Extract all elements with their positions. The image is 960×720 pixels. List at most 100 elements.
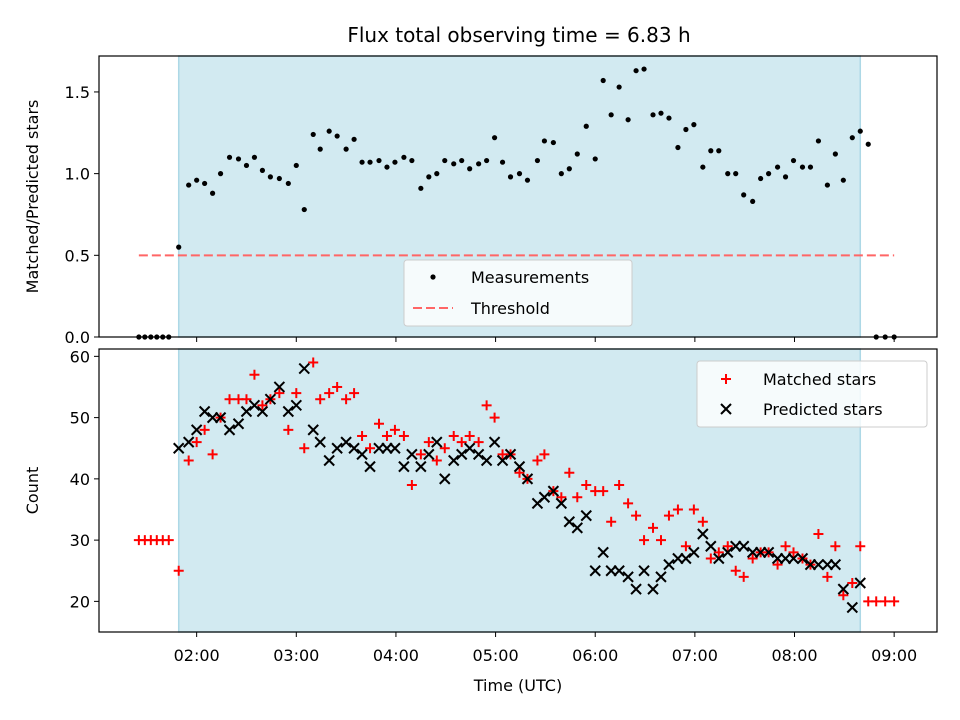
predicted-point-b [647, 583, 659, 595]
measurement-point [392, 159, 398, 165]
measurement-point [434, 171, 440, 177]
matched-point [688, 504, 699, 515]
matched-point [431, 455, 442, 466]
predicted-point-b [214, 411, 227, 424]
predicted-point-b [812, 558, 825, 571]
predicted-point [538, 491, 551, 503]
measurement-point [310, 131, 316, 138]
matched-point [473, 437, 484, 448]
measurement-point [343, 146, 349, 152]
predicted-point-b [697, 528, 709, 540]
matched-point [822, 571, 833, 582]
predicted-point [182, 436, 195, 448]
measurement-point [832, 151, 838, 157]
matched-point [772, 559, 783, 570]
predicted-point [214, 411, 227, 424]
predicted-point-b [314, 436, 326, 448]
measurement-point [691, 122, 697, 128]
matched-point [680, 541, 691, 552]
legend-marker-measurements [430, 274, 436, 280]
measurement-point [209, 190, 216, 196]
measurement-point [840, 177, 846, 183]
matched-point [830, 541, 841, 552]
measurement-point [716, 148, 722, 154]
measurement-point [849, 135, 855, 141]
legend-box [403, 259, 633, 327]
predicted-point [273, 381, 286, 393]
matched-point [847, 577, 858, 588]
predicted-point [521, 473, 534, 485]
predicted-point [264, 393, 277, 405]
measurement-point [650, 112, 656, 118]
matched-point [539, 449, 550, 460]
predicted-point [488, 436, 501, 448]
predicted-point-b [688, 546, 700, 559]
matched-point [381, 430, 392, 441]
measurement-point [608, 112, 614, 118]
predicted-point [198, 405, 211, 418]
measurement-point [259, 167, 266, 173]
matched-point [614, 479, 625, 490]
matched-point [598, 486, 609, 497]
measurement-point [367, 159, 373, 165]
predicted-point-b [555, 497, 568, 510]
measurement-point [194, 177, 200, 183]
predicted-point-b [655, 571, 667, 583]
predicted-point-b [198, 405, 211, 418]
predicted-point [314, 436, 326, 448]
predicted-point-b [796, 552, 809, 565]
y-tick-label: 40 [70, 470, 90, 489]
measurement-point [243, 162, 250, 169]
predicted-point-b [680, 552, 692, 565]
measurement-point [351, 136, 357, 142]
y-tick-label: 20 [70, 592, 90, 611]
measurement-point [750, 198, 756, 205]
y-axis-label: Matched/Predicted stars [23, 100, 42, 294]
matched-point [889, 596, 900, 607]
legend: Matched stars Predicted stars [696, 360, 928, 428]
predicted-point-b [547, 485, 560, 497]
measurement-point [476, 161, 482, 167]
y-axis-label: Count [23, 467, 42, 515]
matched-point [780, 541, 791, 552]
predicted-point [762, 546, 775, 559]
matched-point [581, 479, 592, 490]
predicted-point [439, 473, 451, 485]
predicted-point [812, 558, 825, 571]
y-tick-label: 1.5 [65, 83, 90, 102]
predicted-point-b [563, 516, 576, 528]
predicted-point-b [307, 424, 319, 436]
predicted-point-b [389, 442, 401, 454]
predicted-point-b [837, 583, 850, 595]
matched-point [389, 424, 400, 435]
measurement-point [666, 115, 672, 121]
predicted-point [323, 454, 335, 467]
predicted-point [290, 399, 303, 412]
measurement-point [235, 156, 242, 162]
x-tick-label: 02:00 [174, 646, 220, 665]
predicted-point-b [663, 558, 675, 571]
predicted-point [697, 528, 709, 540]
measurement-point [317, 146, 323, 152]
predicted-point-b [290, 399, 303, 412]
legend-box [696, 360, 928, 428]
matched-point [514, 467, 525, 478]
matched-point [365, 443, 376, 454]
predicted-point [829, 558, 842, 571]
predicted-point [356, 448, 368, 461]
predicted-point-b [298, 362, 310, 375]
matched-point [788, 547, 799, 558]
predicted-point-b [480, 454, 493, 467]
measurement-point [459, 157, 465, 164]
matched-point [713, 547, 724, 558]
predicted-point [240, 405, 253, 418]
measurement-point [334, 133, 340, 139]
matched-point [357, 430, 368, 441]
predicted-point-b [398, 460, 410, 473]
matched-point [481, 400, 492, 411]
measurement-point [251, 154, 258, 160]
measurement-point [741, 192, 747, 198]
matched-point [639, 535, 650, 546]
measurement-point [625, 117, 631, 123]
predicted-point [496, 454, 509, 467]
